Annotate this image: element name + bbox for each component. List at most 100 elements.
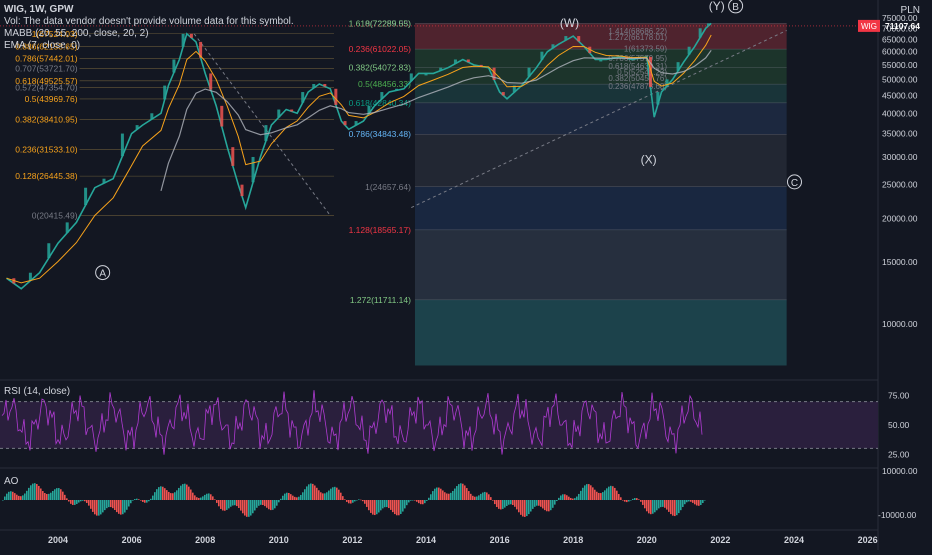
ao-bar [564,494,566,500]
ao-bar [490,497,492,500]
ao-bar [30,485,32,500]
candle [172,59,176,73]
fib-small-label: 0.382(50457.76) [608,74,667,83]
ao-bar [626,500,628,503]
fib-left-label: 0.707(53721.70) [15,63,78,73]
ao-bar [110,500,112,508]
ao-bar [92,500,94,512]
ao-bar [516,500,518,510]
ao-bar [242,500,244,514]
ao-bar [200,497,202,500]
ao-bar [556,500,558,502]
ma200-line [160,49,712,192]
ao-bar [484,491,486,500]
candle [453,59,457,64]
mabb-indicator[interactable]: MABB (20, 55, 200, close, 20, 2) [4,28,149,39]
ao-bar [646,500,648,512]
ao-bar [12,491,14,500]
fib-small-label: 1.272(66178.01) [608,33,667,42]
ao-bar [442,490,444,500]
ema-indicator[interactable]: EMA (7, close, 0) [4,40,81,51]
ao-bar [352,500,354,503]
candle [120,133,124,157]
wave-label-C: C [791,178,798,189]
ao-bar [592,487,594,500]
ao-bar [360,499,362,501]
ao-bar [120,500,122,515]
ao-bar [224,500,226,511]
candle [181,33,185,47]
ao-bar [174,492,176,500]
ao-bar [634,497,636,500]
ao-bar [348,500,350,504]
fib-left-label: 0.128(26445.38) [15,171,78,181]
ao-bar [658,500,660,509]
ao-bar [534,500,536,507]
ao-bar [284,493,286,500]
ao-bar [72,500,74,505]
fib-zone [414,84,787,103]
fib-right-label: 1.618(72289.55) [349,18,412,28]
ao-bar [616,490,618,500]
ao-bar [358,499,360,500]
ao-bar [554,500,556,505]
candle [492,67,496,80]
ao-bar [594,489,596,500]
ao-bar [460,483,462,500]
ao-bar [28,487,30,500]
ao-bar [406,500,408,506]
ao-bar [376,500,378,515]
ao-bar [140,500,142,501]
time-tick: 2004 [48,535,68,545]
ao-bar [204,494,206,500]
ao-bar [364,500,366,504]
ao-label[interactable]: AO [4,476,19,487]
ao-bar [248,500,250,517]
ao-bar [636,498,638,500]
price-badge-value: 71107.64 [885,21,920,31]
ao-bar [222,500,224,511]
fib-right-label: 0.236(61022.05) [349,44,412,54]
rsi-label[interactable]: RSI (14, close) [4,386,71,397]
ao-bar [536,500,538,506]
candle [527,67,531,77]
time-tick: 2018 [563,535,583,545]
ao-bar [424,500,426,504]
fib-left-label: 0(20415.49) [32,210,78,220]
price-tick: 70000.00 [882,23,918,33]
candle [599,59,603,62]
ao-bar [192,492,194,500]
ao-bar [176,490,178,500]
fib-right-label: 0.5(48456.33) [358,79,411,89]
ao-bar [600,493,602,500]
price-tick: 25000.00 [882,180,918,190]
ao-bar [532,500,534,509]
candle [380,92,384,99]
ao-bar [640,500,642,502]
ao-bar [604,490,606,500]
candle [28,272,32,281]
ao-bar [566,495,568,500]
ao-bar [664,500,666,508]
candle [102,178,106,184]
ao-bar [336,487,338,500]
ao-bar [296,497,298,500]
ao-bar [274,500,276,509]
ao-bar [314,485,316,500]
ao-bar [106,500,108,509]
ao-bar [610,485,612,500]
ao-bar [440,488,442,500]
ao-bar [344,499,346,500]
ao-bar [514,500,516,507]
candle [648,56,652,87]
ao-bar [538,500,540,506]
ao-bar [238,500,240,508]
ao-bar [132,500,134,501]
fib-small-label: 0.236(47873.68) [608,82,667,91]
ticker-line[interactable]: WIG, 1W, GPW [4,4,74,15]
ao-bar [618,493,620,500]
ao-bar [560,495,562,500]
fib-zone [414,299,787,366]
